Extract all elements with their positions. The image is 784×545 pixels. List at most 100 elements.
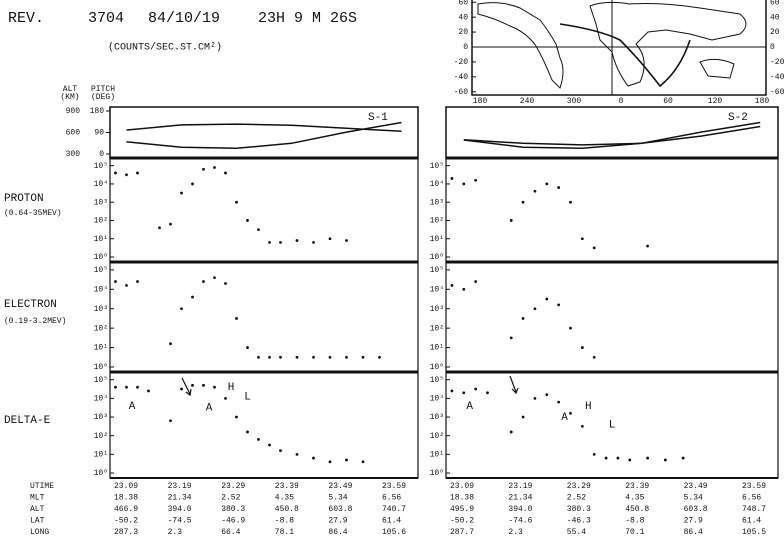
y-tick-label: 10⁵	[94, 266, 108, 275]
panel-frame	[109, 371, 419, 479]
panel-label: PROTON	[4, 193, 44, 205]
table-cell: 6.56	[382, 494, 401, 503]
table-cell: 23.49	[328, 482, 352, 491]
count-point	[462, 287, 466, 291]
count-point	[533, 307, 537, 311]
count-point	[557, 400, 561, 404]
table-cell: 86.4	[684, 528, 703, 537]
count-point	[202, 383, 205, 387]
count-point	[328, 355, 332, 359]
table-cell: -8.8	[625, 517, 644, 526]
count-point	[235, 415, 238, 419]
table-cell: 5.34	[328, 494, 347, 503]
count-point	[295, 355, 299, 359]
count-point	[462, 182, 466, 186]
panel-frame	[109, 261, 419, 373]
count-point	[545, 297, 549, 301]
count-point	[114, 280, 117, 283]
count-point	[125, 385, 128, 389]
y-tick-label: 10⁴	[94, 285, 108, 294]
table-cell: 2.52	[567, 494, 586, 503]
count-point	[312, 456, 315, 460]
y-tick-label: 10¹	[94, 344, 108, 353]
count-point	[202, 167, 205, 171]
y-tick-label: 10³	[430, 198, 444, 207]
y-tick-label: 10⁰	[430, 469, 444, 478]
y-tick-label: 10⁵	[430, 266, 444, 275]
count-point	[486, 391, 489, 395]
count-point	[224, 282, 227, 285]
map-y-tick-label: -20	[454, 58, 469, 67]
table-cell: 70.1	[625, 528, 644, 537]
table-cell: -50.2	[450, 517, 474, 526]
count-point	[545, 393, 549, 397]
table-cell: 5.34	[684, 494, 703, 503]
table-cell: -46.9	[221, 517, 245, 526]
map-x-tick-label: 120	[708, 97, 723, 106]
count-point	[191, 182, 194, 186]
y-tick-label: 10⁴	[94, 180, 108, 189]
count-point	[257, 438, 260, 441]
map-y-tick-label: 40	[458, 13, 468, 22]
y-tick-label: 10⁴	[430, 285, 444, 294]
map-y-tick-label: -20	[770, 58, 784, 67]
annotation: H	[228, 382, 235, 394]
y-tick-label: 10³	[94, 413, 108, 422]
count-point	[616, 456, 620, 460]
units: (COUNTS/SEC.ST.CM²)	[108, 42, 222, 54]
count-point	[312, 355, 315, 359]
pitch-tick-label: 180	[90, 107, 105, 116]
table-cell: 21.34	[168, 494, 192, 503]
count-point	[580, 346, 584, 349]
table-cell: 27.9	[328, 517, 347, 526]
alt-label: ALT	[63, 85, 78, 94]
annotation: H	[585, 401, 592, 413]
pitch-label: PITCH	[91, 85, 115, 94]
table-cell: 4.35	[275, 494, 294, 503]
count-point	[295, 239, 299, 242]
count-point	[279, 355, 282, 359]
count-point	[224, 171, 227, 175]
annotation: A	[466, 401, 473, 413]
table-row-label: LAT	[30, 517, 45, 526]
count-point	[569, 326, 572, 330]
table-cell: 2.52	[221, 494, 240, 503]
count-point	[628, 458, 632, 462]
map-y-tick-label: 0	[770, 43, 775, 52]
table-cell: -50.2	[114, 517, 138, 526]
count-point	[235, 317, 238, 320]
map-y-tick-label: 0	[463, 43, 468, 52]
panel-frame	[109, 157, 419, 263]
count-point	[592, 452, 596, 456]
table-cell: 4.35	[625, 494, 644, 503]
y-tick-label: 10²	[430, 217, 444, 226]
count-point	[147, 389, 150, 393]
map-x-tick-label: 60	[663, 97, 673, 106]
rev-label: REV.	[8, 10, 44, 27]
count-point	[136, 280, 139, 283]
arrows	[181, 375, 519, 397]
count-point	[125, 284, 128, 287]
count-point	[257, 355, 260, 359]
table-cell: 287.7	[450, 528, 474, 537]
map-y-tick-label: -40	[454, 73, 469, 82]
count-point	[345, 355, 348, 359]
map-x-tick-label: 240	[520, 97, 535, 106]
time: 23H 9 M 26S	[258, 10, 357, 27]
count-point	[592, 246, 596, 250]
orbit-panel-label: S-1	[368, 112, 388, 124]
count-point	[224, 396, 227, 400]
count-point	[136, 385, 139, 389]
count-point	[462, 391, 466, 395]
count-point	[169, 419, 172, 423]
table-cell: 380.3	[221, 505, 245, 514]
count-point	[312, 240, 315, 244]
count-point	[136, 171, 139, 175]
count-point	[213, 276, 216, 280]
y-tick-label: 10²	[94, 324, 108, 333]
count-point	[279, 449, 282, 453]
y-tick-label: 10⁰	[94, 253, 108, 262]
table-cell: 287.3	[114, 528, 138, 537]
y-tick-label: 10⁴	[94, 394, 108, 403]
count-point	[521, 317, 525, 320]
